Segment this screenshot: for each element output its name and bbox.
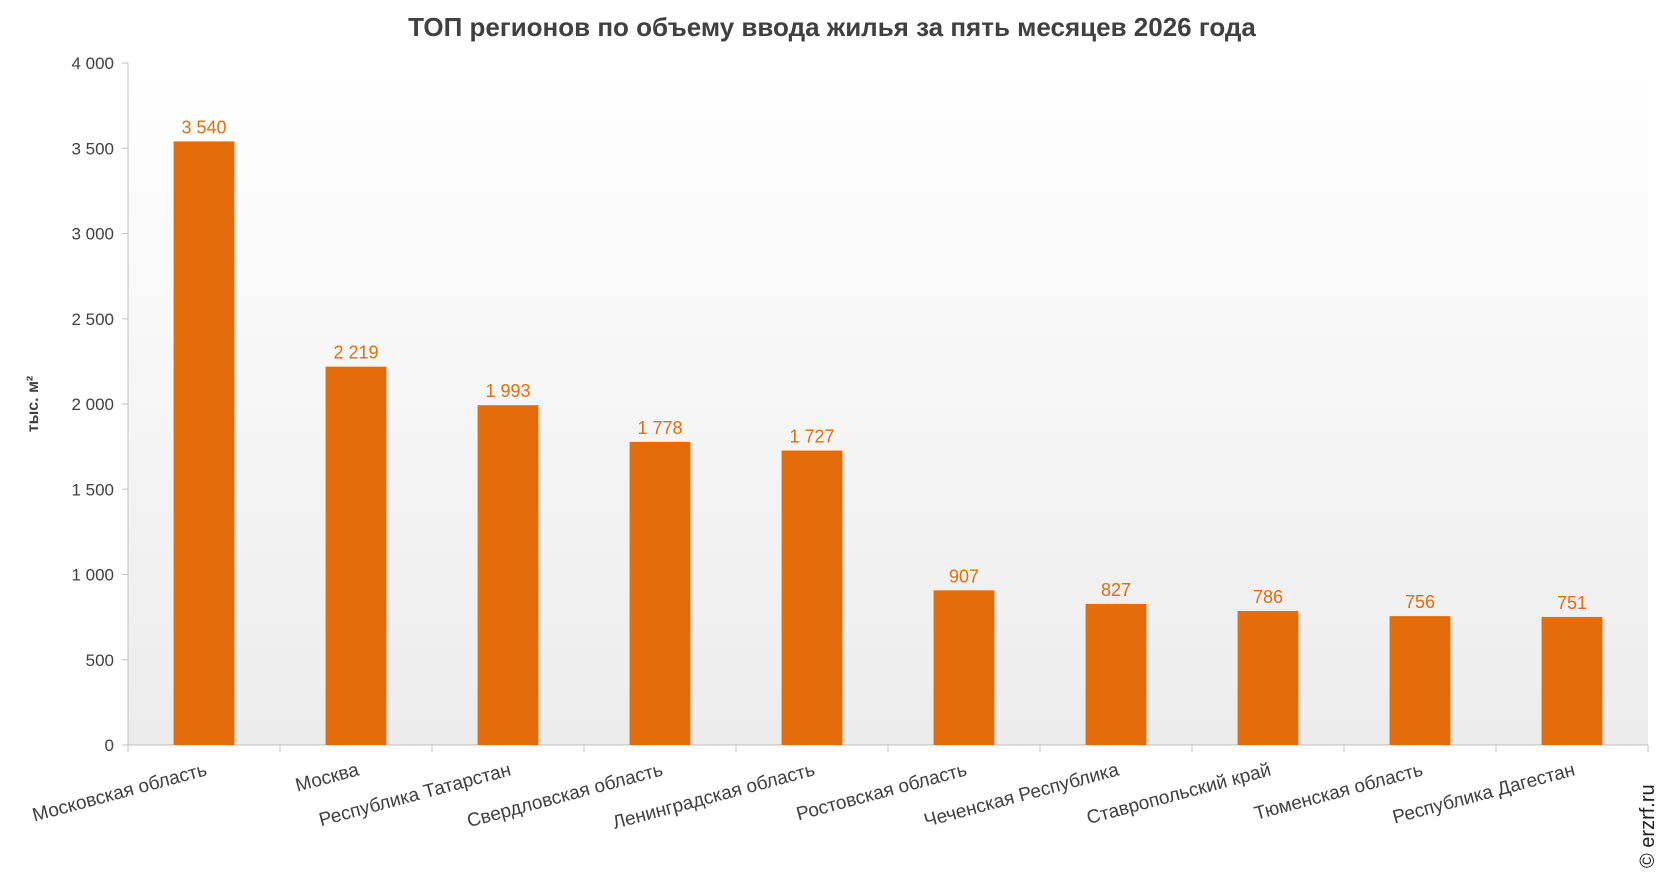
y-tick-label: 1 500: [71, 480, 114, 499]
bar: [781, 450, 843, 745]
y-axis-label: тыс. м²: [25, 376, 42, 432]
x-tick-label: Москва: [293, 759, 362, 796]
bar: [477, 405, 539, 745]
y-tick-label: 0: [105, 736, 114, 755]
data-label: 1 993: [485, 381, 530, 401]
data-label: 1 778: [637, 418, 682, 438]
copyright-text: © erzrf.ru: [1637, 784, 1659, 868]
y-tick-label: 1 000: [71, 566, 114, 585]
bar: [1541, 616, 1603, 745]
bar: [1237, 610, 1299, 745]
data-label: 786: [1253, 587, 1283, 607]
bar: [933, 590, 995, 745]
x-tick-label: Московская область: [30, 760, 209, 827]
data-label: 751: [1557, 593, 1587, 613]
y-tick-label: 2 000: [71, 395, 114, 414]
bar: [325, 366, 387, 745]
y-tick-label: 3 000: [71, 225, 114, 244]
bar: [1085, 603, 1147, 745]
chart-title: ТОП регионов по объему ввода жилья за пя…: [408, 12, 1256, 42]
data-label: 756: [1405, 592, 1435, 612]
y-tick-label: 2 500: [71, 310, 114, 329]
data-label: 827: [1101, 580, 1131, 600]
bar-series: 3 540 2 219 1 993 1 778 1 727 907 827 786 756 751: [173, 117, 1603, 745]
data-label: 2 219: [333, 343, 378, 363]
y-tick-label: 4 000: [71, 54, 114, 73]
y-tick-label: 3 500: [71, 139, 114, 158]
bar: [1389, 616, 1451, 745]
data-label: 3 540: [181, 117, 226, 137]
bar: [629, 441, 691, 745]
bar: [173, 141, 235, 745]
data-label: 907: [949, 566, 979, 586]
data-label: 1 727: [789, 427, 834, 447]
y-tick-label: 500: [86, 651, 114, 670]
y-axis: 0 500 1 000 1 500 2 000 2 500 3 000 3 500 4 000: [71, 54, 129, 755]
